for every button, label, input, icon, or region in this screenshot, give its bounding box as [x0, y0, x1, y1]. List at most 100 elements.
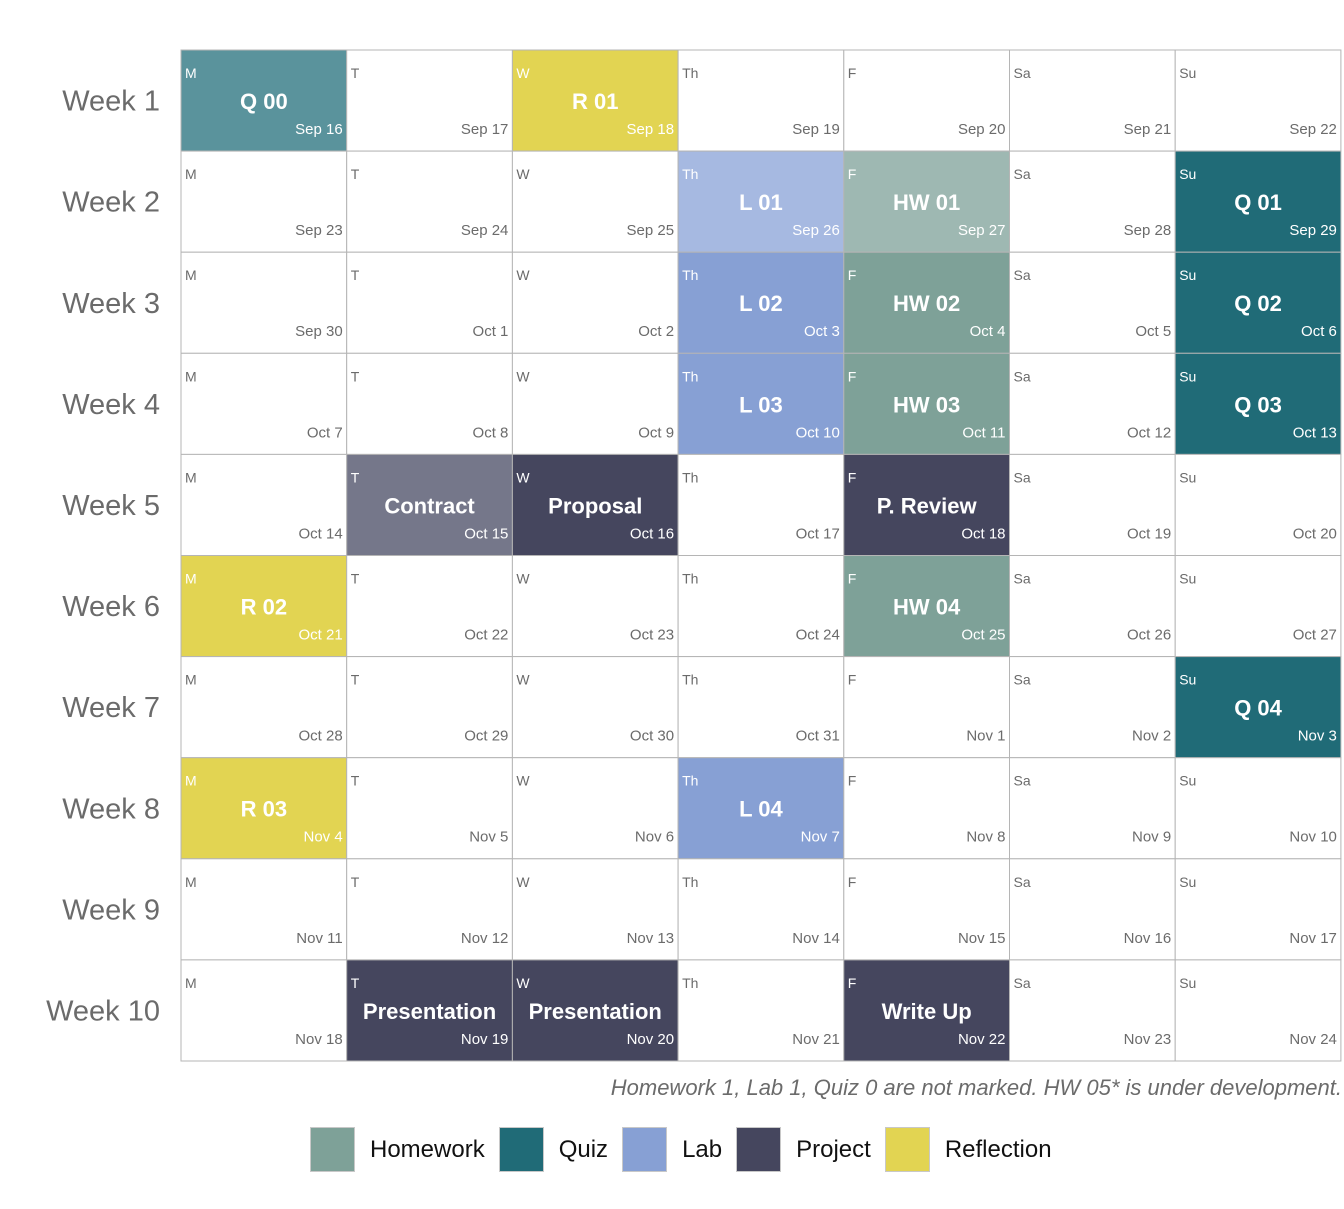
- date-label: Nov 14: [792, 930, 840, 947]
- day-label: Th: [682, 874, 698, 890]
- date-label: Oct 24: [796, 627, 840, 644]
- event-label: Presentation: [363, 999, 496, 1024]
- event-label: Presentation: [529, 999, 662, 1024]
- day-label: W: [516, 469, 530, 485]
- calendar-chart: Week 1 M Sep 16 Q 00 T Sep 17 W Sep 18 R 01 Th Sep…: [46, 49, 1342, 1062]
- day-label: Sa: [1014, 773, 1031, 789]
- date-label: Nov 7: [801, 829, 840, 846]
- date-label: Nov 5: [469, 829, 508, 846]
- legend-label: Project: [796, 1135, 871, 1163]
- day-cell: [346, 251, 513, 354]
- day-label: T: [351, 368, 360, 384]
- day-cell: [843, 757, 1010, 860]
- day-cell: [1174, 656, 1342, 759]
- day-label: Sa: [1014, 65, 1031, 81]
- legend-swatch: [622, 1127, 668, 1172]
- day-cell: [843, 656, 1010, 759]
- day-label: T: [351, 874, 360, 890]
- day-label: W: [516, 571, 530, 587]
- day-label: F: [848, 166, 857, 182]
- day-label: M: [185, 65, 197, 81]
- week-label: Week 4: [62, 389, 160, 421]
- date-label: Oct 20: [1293, 525, 1337, 542]
- legend-swatch: [310, 1127, 355, 1172]
- date-label: Oct 9: [638, 424, 674, 441]
- date-label: Nov 22: [958, 1031, 1006, 1048]
- day-label: W: [516, 166, 530, 182]
- day-cell: [180, 858, 348, 961]
- day-label: Th: [682, 975, 698, 991]
- day-cell: [180, 49, 348, 152]
- day-label: W: [516, 773, 530, 789]
- day-cell: [511, 453, 679, 556]
- day-label: F: [848, 368, 857, 384]
- date-label: Oct 27: [1293, 627, 1337, 644]
- date-label: Oct 19: [1127, 525, 1171, 542]
- event-label: Contract: [384, 493, 475, 518]
- day-cell: [843, 150, 1010, 253]
- day-label: Th: [682, 166, 698, 182]
- day-cell: [843, 959, 1010, 1062]
- legend-item: Quiz: [498, 1127, 609, 1172]
- date-label: Nov 16: [1124, 930, 1172, 947]
- date-label: Sep 21: [1124, 121, 1172, 138]
- date-label: Nov 9: [1132, 829, 1171, 846]
- day-cell: [1174, 150, 1342, 253]
- week-label: Week 2: [62, 187, 160, 219]
- day-label: F: [848, 267, 857, 283]
- date-label: Nov 10: [1289, 829, 1337, 846]
- date-label: Nov 19: [461, 1031, 509, 1048]
- date-label: Oct 16: [630, 525, 674, 542]
- date-label: Nov 3: [1298, 728, 1337, 745]
- day-cell: [511, 959, 679, 1062]
- date-label: Oct 28: [299, 728, 343, 745]
- day-label: Su: [1179, 874, 1196, 890]
- day-label: Sa: [1014, 267, 1031, 283]
- day-cell: [511, 150, 679, 253]
- week-label: Week 8: [62, 793, 160, 825]
- week-label: Week 3: [62, 288, 160, 320]
- day-label: F: [848, 469, 857, 485]
- day-label: W: [516, 975, 530, 991]
- event-label: Q 02: [1234, 291, 1282, 316]
- event-label: HW 04: [893, 595, 961, 620]
- date-label: Nov 21: [792, 1031, 840, 1048]
- day-cell: [1174, 251, 1342, 354]
- day-cell: [677, 352, 845, 455]
- day-label: Th: [682, 368, 698, 384]
- day-label: F: [848, 773, 857, 789]
- date-label: Oct 2: [638, 323, 674, 340]
- day-label: F: [848, 672, 857, 688]
- date-label: Oct 22: [464, 627, 508, 644]
- day-cell: [843, 555, 1010, 658]
- day-label: Su: [1179, 571, 1196, 587]
- date-label: Sep 29: [1289, 222, 1337, 239]
- date-label: Oct 15: [464, 525, 508, 542]
- day-cell: [1009, 49, 1176, 152]
- day-label: Su: [1179, 166, 1196, 182]
- date-label: Oct 8: [473, 424, 509, 441]
- date-label: Nov 24: [1289, 1031, 1337, 1048]
- legend-item: Project: [736, 1127, 871, 1172]
- day-label: Su: [1179, 368, 1196, 384]
- day-cell: [1009, 959, 1176, 1062]
- day-label: M: [185, 874, 197, 890]
- event-label: Q 01: [1234, 190, 1282, 215]
- week-label: Week 7: [62, 692, 160, 724]
- legend-swatch: [498, 1127, 544, 1172]
- day-label: F: [848, 975, 857, 991]
- day-label: M: [185, 773, 197, 789]
- day-label: M: [185, 368, 197, 384]
- day-cell: [843, 251, 1010, 354]
- day-label: F: [848, 65, 857, 81]
- date-label: Oct 5: [1135, 323, 1171, 340]
- day-cell: [677, 49, 845, 152]
- legend-label: Reflection: [944, 1135, 1052, 1163]
- legend-label: Homework: [370, 1135, 485, 1163]
- day-cell: [677, 555, 845, 658]
- day-cell: [346, 555, 513, 658]
- legend-label: Quiz: [558, 1135, 609, 1163]
- event-label: L 03: [739, 392, 783, 417]
- date-label: Sep 23: [295, 222, 343, 239]
- day-label: M: [185, 166, 197, 182]
